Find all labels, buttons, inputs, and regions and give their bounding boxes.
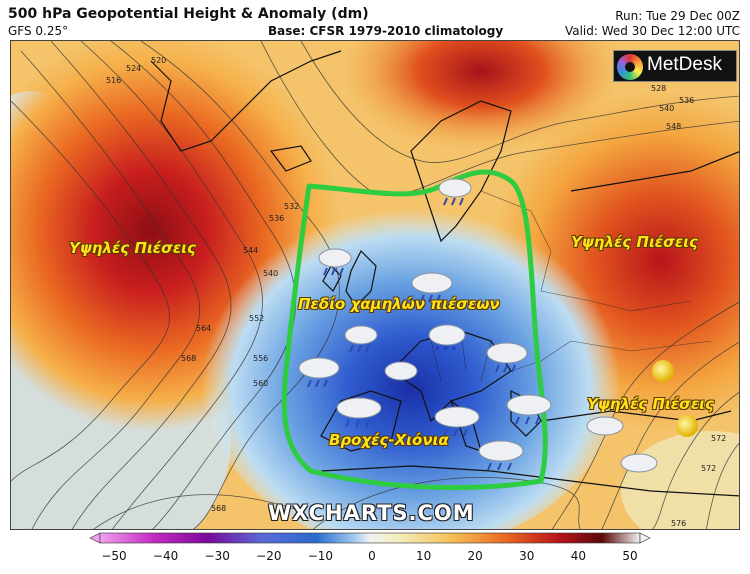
svg-text:* * *: * * * <box>389 381 410 392</box>
colorbar-tick-label: 10 <box>415 549 432 563</box>
label-high-southeast: Υψηλές Πιέσεις <box>587 395 714 413</box>
ireland-coast <box>322 265 342 292</box>
contour-label: 532 <box>284 202 299 211</box>
contour-value-labels: 524 520 516 536 532 544 540 552 556 560 … <box>106 56 726 528</box>
contour-label: 572 <box>711 434 726 443</box>
watermark: WXCHARTS.COM <box>268 501 475 525</box>
colorbar-min-arrow <box>89 532 101 544</box>
chart-title: 500 hPa Geopotential Height & Anomaly (d… <box>8 6 369 22</box>
cloud-rain-icon <box>411 272 453 303</box>
rain-cloud-icons <box>298 178 552 471</box>
contour-label: 520 <box>151 56 166 65</box>
low-pressure-outline <box>281 169 548 491</box>
valid-time: Valid: Wed 30 Dec 12:00 UTC <box>564 24 740 38</box>
snow-cloud-icons: * * * * * * <box>384 324 466 392</box>
colorbar-tick-label: 0 <box>368 549 376 563</box>
metdesk-sun-icon <box>617 54 643 80</box>
high-anomaly-north <box>341 41 621 151</box>
colorbar-max-arrow <box>639 532 651 544</box>
colorbar-tick-label: −30 <box>204 549 230 563</box>
contour-label: 536 <box>679 96 694 105</box>
colorbar-tick-label: 50 <box>622 549 638 563</box>
colorbar-tick-label: −40 <box>152 549 179 563</box>
iceland-coast <box>269 145 312 172</box>
cloud-rain-icon <box>486 342 528 373</box>
cloud-rain-icon <box>506 394 552 425</box>
colorbar-tick-label: −50 <box>101 549 127 563</box>
contour-label: 544 <box>243 246 258 255</box>
contour-label: 568 <box>211 504 226 513</box>
cloud-rain-icon <box>438 178 472 206</box>
cloud-icon <box>586 416 624 436</box>
colorbar-tick-label: −20 <box>256 549 282 563</box>
uk-coast <box>345 249 377 307</box>
sun-icon <box>652 360 674 382</box>
contour-label: 548 <box>666 122 681 131</box>
southeast-neutral-area <box>621 431 739 529</box>
model-label: GFS 0.25° <box>8 24 69 38</box>
contour-label: 576 <box>671 519 686 528</box>
cloud-rain-icon <box>434 406 480 437</box>
contour-label: 524 <box>126 64 141 73</box>
logo-text: MetDesk <box>647 54 722 75</box>
contour-label: 564 <box>196 324 211 333</box>
contour-label: 556 <box>253 354 268 363</box>
colorbar-tick-label: 30 <box>519 549 535 563</box>
cloud-rain-icon <box>478 440 524 471</box>
colorbar-tick-label: 20 <box>467 549 483 563</box>
cloud-snow-icon: * * * <box>428 324 466 356</box>
turkey-coast <box>540 410 732 422</box>
label-low-field: Πεδίο χαμηλών πιέσεων <box>298 295 500 313</box>
cloud-rain-icon <box>318 248 352 276</box>
label-precip: Βροχές-Χιόνια <box>329 431 449 449</box>
cloud-snow-icon: * * * <box>384 361 418 392</box>
climatology-label: Base: CFSR 1979-2010 climatology <box>268 24 504 38</box>
cloud-rain-icon <box>344 325 378 353</box>
map-canvas: * * * * * * 524 520 516 536 532 544 540 … <box>11 41 739 529</box>
greenland-coast <box>150 50 342 152</box>
contour-label: 568 <box>181 354 196 363</box>
anomaly-map: * * * * * * 524 520 516 536 532 544 540 … <box>10 40 740 530</box>
contour-label: 560 <box>253 379 268 388</box>
colorbar-tick-label: 40 <box>570 549 587 563</box>
contour-label: 572 <box>701 464 716 473</box>
metdesk-logo: MetDesk <box>613 50 737 82</box>
label-high-east: Υψηλές Πιέσεις <box>571 233 698 251</box>
contour-label: 540 <box>659 104 674 113</box>
label-high-west: Υψηλές Πιέσεις <box>69 239 196 257</box>
colorbar-tick-label: −10 <box>307 549 334 563</box>
cloud-rain-icon <box>336 397 382 428</box>
north-africa-coast <box>320 465 739 497</box>
iberia-coast <box>320 390 402 452</box>
colorbar-scale <box>99 532 641 544</box>
contour-label: 552 <box>249 314 264 323</box>
contour-label: 516 <box>106 76 121 85</box>
run-time: Run: Tue 29 Dec 00Z <box>615 9 740 23</box>
contour-label: 536 <box>269 214 284 223</box>
contour-label: 540 <box>263 269 278 278</box>
country-borders <box>430 190 712 382</box>
svg-text:* * *: * * * <box>435 345 456 356</box>
sun-icon <box>676 415 698 437</box>
russia-arctic-coast <box>570 151 739 192</box>
colorbar <box>89 532 651 544</box>
cloud-rain-icon <box>298 357 340 388</box>
chart-header: 500 hPa Geopotential Height & Anomaly (d… <box>0 0 750 40</box>
contour-label: 528 <box>651 84 666 93</box>
cloud-icon <box>620 453 658 473</box>
fair-weather-icons <box>586 360 698 473</box>
